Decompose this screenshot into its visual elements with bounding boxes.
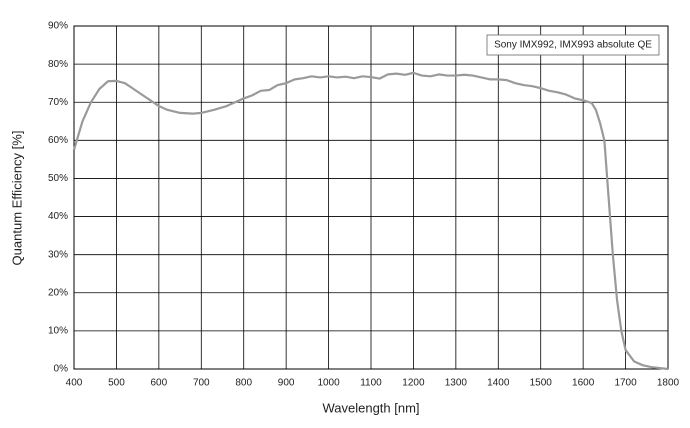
y-tick-label: 50%: [48, 173, 68, 184]
y-tick-label: 60%: [48, 135, 68, 146]
x-tick-label: 1200: [402, 378, 425, 389]
y-tick-label: 30%: [48, 249, 68, 260]
y-tick-label: 70%: [48, 97, 68, 108]
x-tick-label: 1800: [657, 378, 680, 389]
y-tick-label: 90%: [48, 21, 68, 32]
x-axis-title: Wavelength [nm]: [322, 400, 419, 415]
y-tick-label: 80%: [48, 59, 68, 70]
plot-frame: [73, 25, 669, 370]
x-tick-label: 600: [151, 378, 168, 389]
x-tick-label: 1400: [487, 378, 510, 389]
legend-box: [486, 34, 660, 56]
x-tick-label: 800: [235, 378, 252, 389]
y-tick-label: 20%: [48, 287, 68, 298]
legend-label: Sony IMX992, IMX993 absolute QE: [494, 40, 652, 51]
x-tick-label: 1600: [572, 378, 595, 389]
x-tick-label: 1500: [530, 378, 553, 389]
x-tick-label: 1000: [317, 378, 340, 389]
x-tick-label: 900: [278, 378, 295, 389]
x-tick-label: 1700: [614, 378, 637, 389]
x-tick-label: 1100: [360, 378, 382, 389]
y-tick-label: 0%: [54, 364, 69, 375]
x-tick-label: 500: [108, 378, 125, 389]
y-axis-title: Quantum Efficiency [%]: [9, 131, 24, 266]
x-tick-label: 700: [193, 378, 210, 389]
y-tick-label: 40%: [48, 211, 68, 222]
data-line: [72, 71, 669, 371]
x-tick-label: 400: [66, 378, 83, 389]
y-tick-label: 10%: [48, 326, 68, 337]
x-tick-label: 1300: [445, 378, 468, 389]
